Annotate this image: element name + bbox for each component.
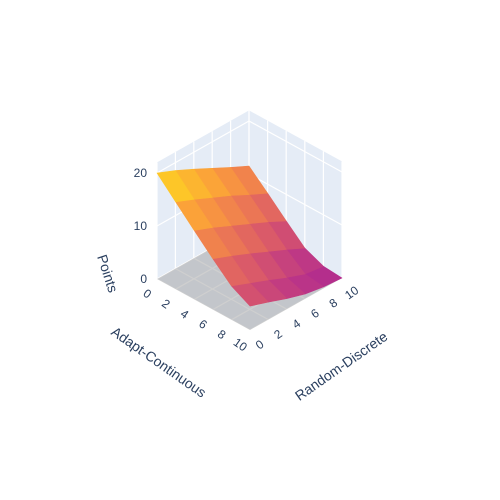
x-axis-title: Random-Discrete: [292, 328, 391, 404]
wall-grid-line: [248, 173, 343, 226]
x-tick-label: 4: [290, 316, 304, 331]
x-tick-label: 6: [308, 306, 322, 321]
surface-patch: [156, 170, 195, 203]
z-axis-title: Points: [94, 252, 121, 294]
z-tick-label: 20: [134, 166, 148, 180]
y-tick-label: 6: [196, 317, 210, 332]
z-tick-label: 10: [134, 219, 148, 233]
surface-mesh: [156, 165, 343, 307]
x-tick-label: 10: [342, 283, 361, 302]
wall-grid-line: [156, 120, 250, 174]
x-tick-label: 8: [327, 295, 341, 310]
y-tick-label: 8: [215, 327, 229, 342]
x-tick-label: 2: [271, 326, 285, 341]
x-tick-label: 0: [253, 337, 267, 352]
z-tick-label: 0: [140, 272, 147, 286]
y-tick-label: 0: [141, 286, 155, 301]
wall-grid-line: [248, 120, 343, 173]
y-tick-label: 4: [178, 306, 192, 321]
y-axis-title: Adapt-Continuous: [108, 323, 209, 400]
y-tick-label: 2: [159, 296, 173, 311]
y-tick-label: 10: [231, 335, 250, 354]
